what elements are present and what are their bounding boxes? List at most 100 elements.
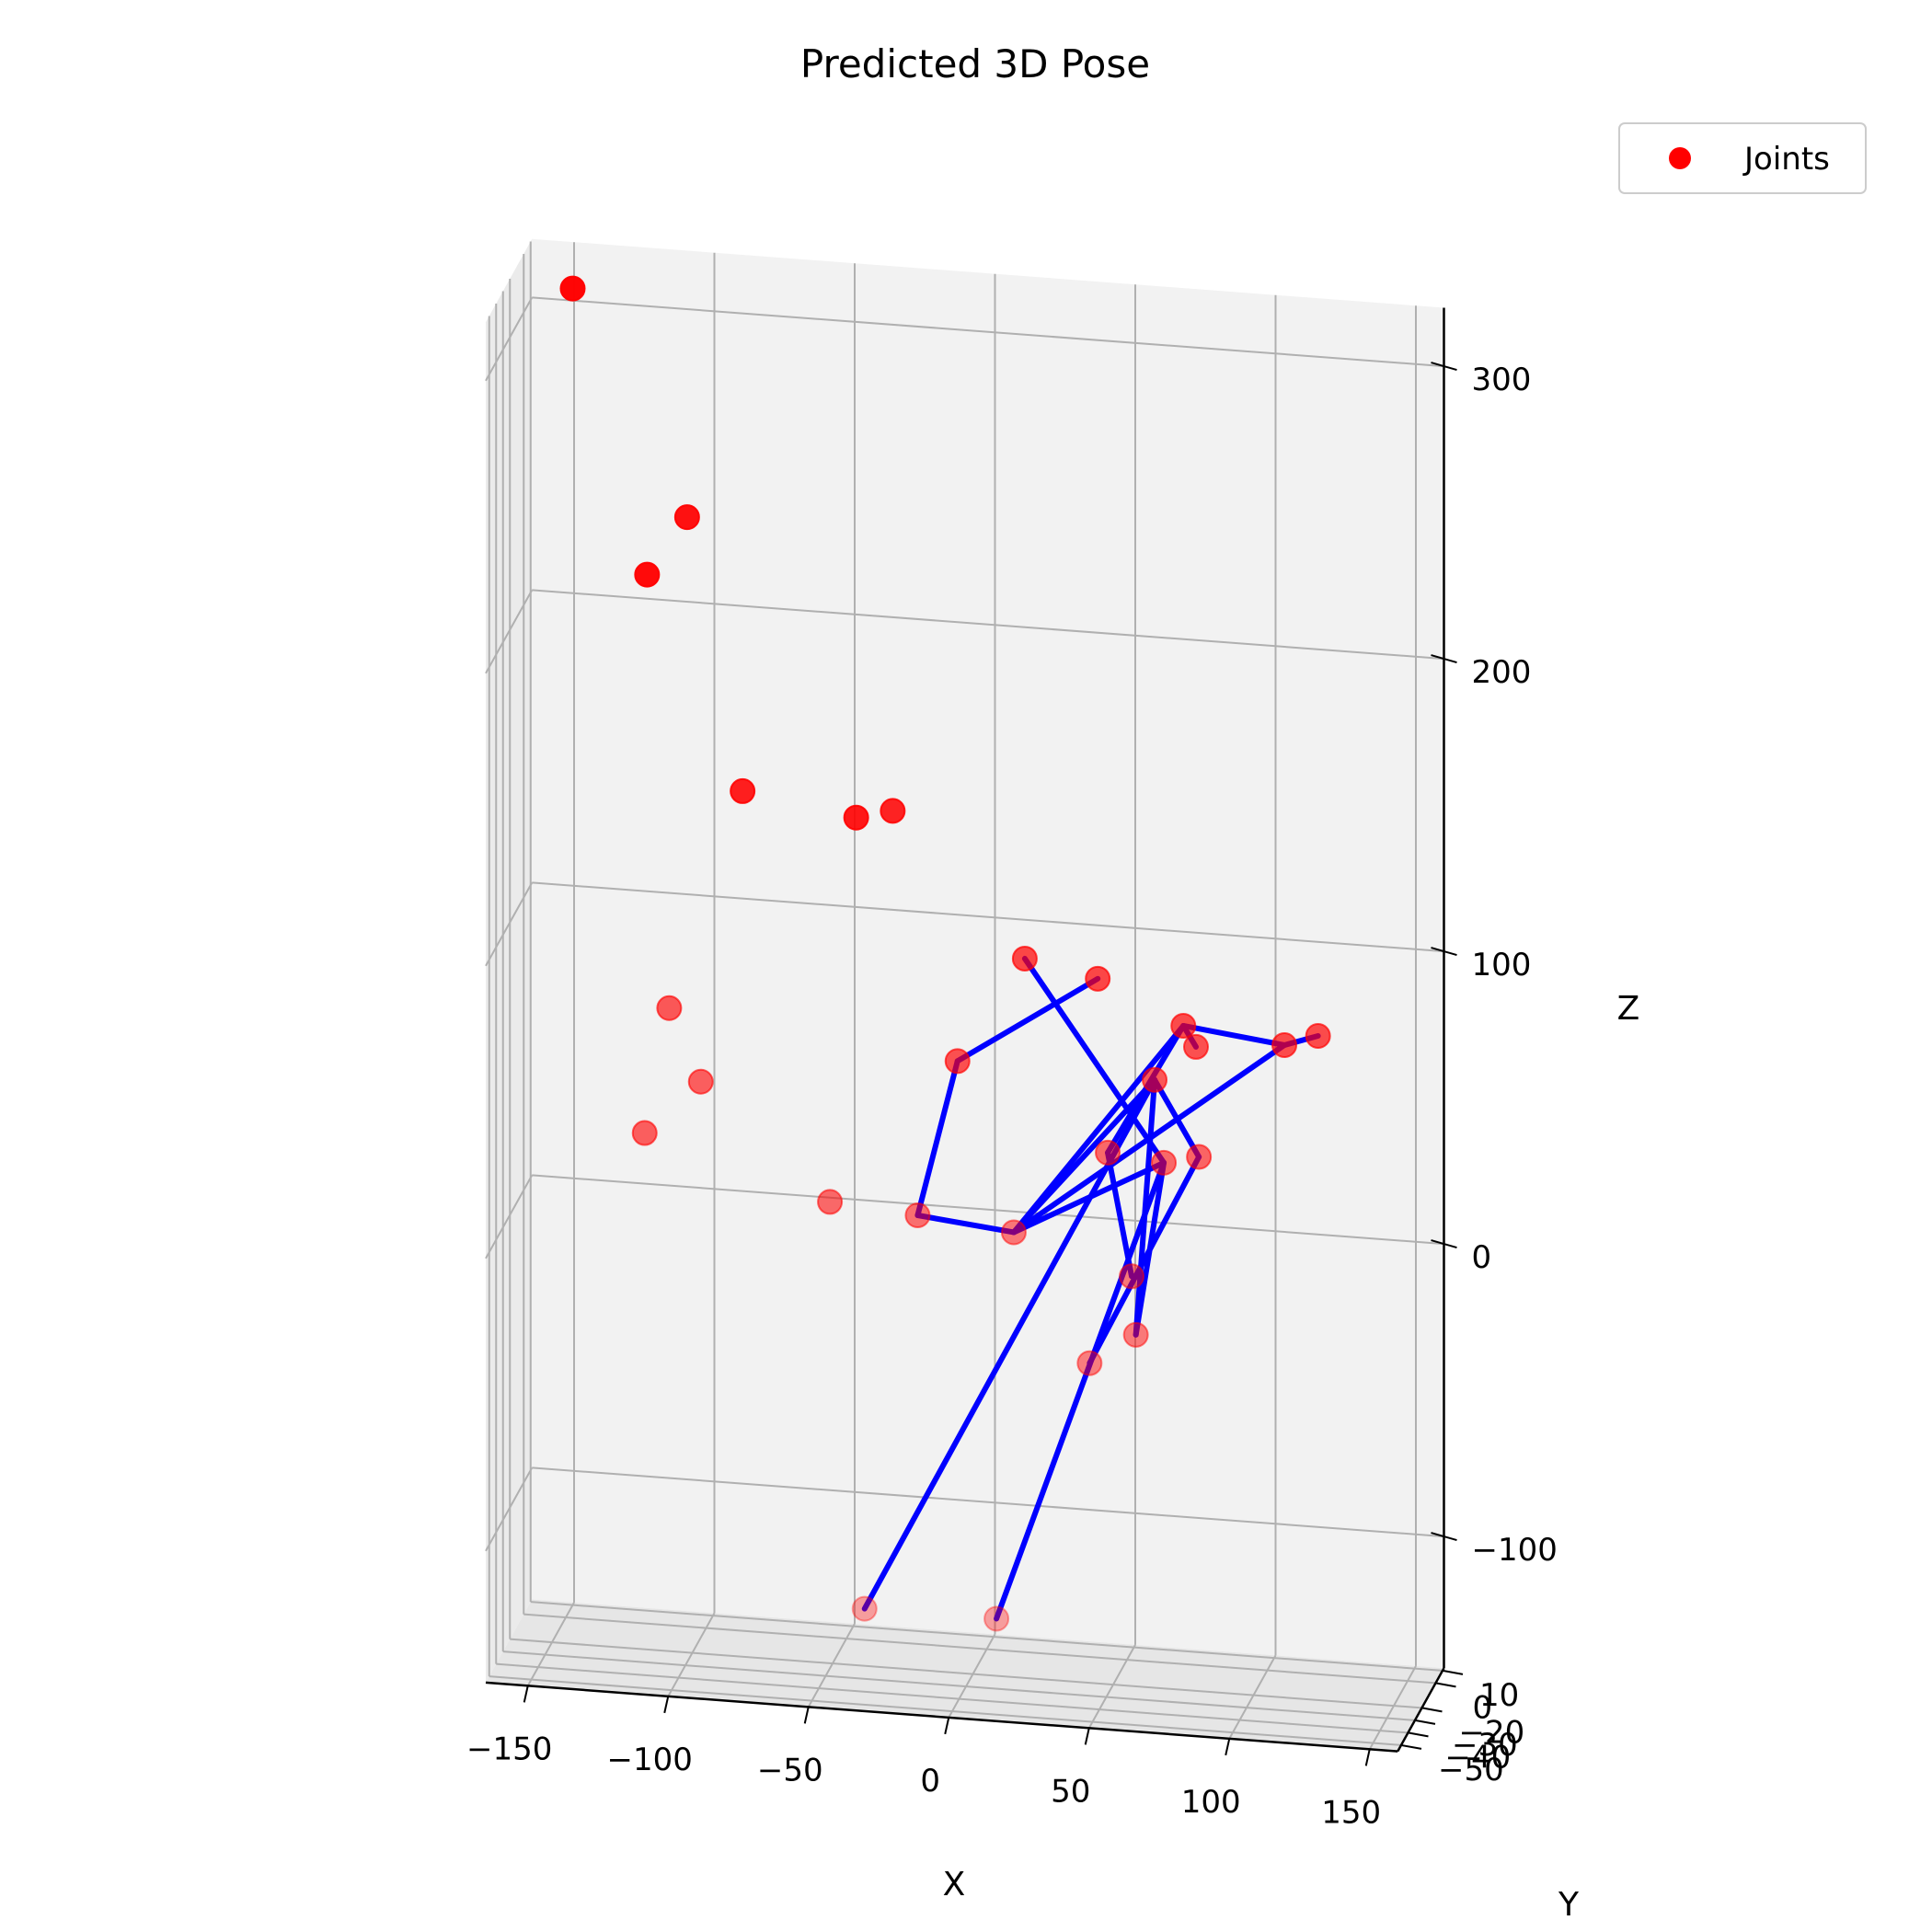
x-tick-label: −50 — [757, 1752, 823, 1788]
axis-lines — [485, 307, 1445, 1753]
legend-label-joints: Joints — [1742, 141, 1830, 178]
z-tick — [1431, 1239, 1457, 1249]
joint-point — [1011, 945, 1038, 972]
grid-line-y-floor — [502, 1650, 1416, 1721]
x-tick — [1225, 1738, 1231, 1756]
grid-line-z-back — [532, 296, 1444, 368]
x-tick-label: 100 — [1181, 1784, 1241, 1821]
joint-point — [1095, 1139, 1121, 1166]
joint-point — [817, 1189, 844, 1215]
y-tick — [1414, 1719, 1436, 1725]
grid-line-x-floor — [667, 1612, 716, 1697]
joint-point — [1183, 1033, 1209, 1060]
grid-line-z-back — [532, 589, 1444, 661]
joint-point — [843, 804, 869, 831]
joint-point — [1119, 1263, 1145, 1290]
z-axis-label: Z — [1617, 990, 1640, 1028]
joint-point — [904, 1202, 931, 1229]
joint-point — [1142, 1066, 1168, 1093]
y-tick — [1442, 1669, 1464, 1675]
joint-point — [1170, 1012, 1197, 1039]
z-tick — [1431, 362, 1457, 372]
joint-point — [730, 777, 756, 804]
x-tick — [523, 1685, 529, 1703]
grid-line-x-floor — [1087, 1644, 1136, 1729]
y-tick-label: −40 — [1445, 1739, 1512, 1776]
legend-marker — [1669, 147, 1691, 169]
joint-point — [673, 504, 700, 531]
joint-point — [1122, 1321, 1149, 1348]
bone-segment — [1105, 1022, 1187, 1156]
grid-line-y-floor — [510, 1638, 1422, 1709]
y-axis-line — [1397, 1667, 1445, 1753]
bone-segment — [1021, 955, 1167, 1166]
grid-line-x-floor — [948, 1633, 996, 1719]
z-tick — [1431, 947, 1457, 957]
joint-point — [1151, 1149, 1178, 1176]
y-tick-label: 0 — [1473, 1689, 1493, 1726]
grid-line-x-floor — [807, 1623, 856, 1708]
skeleton-bones — [861, 955, 1321, 1622]
x-tick — [1084, 1728, 1090, 1745]
grid-line-y-floor — [523, 1613, 1436, 1685]
grid-line-y-floor — [489, 1675, 1402, 1746]
axis-panes — [486, 238, 1444, 1752]
bone-segment — [914, 1213, 1017, 1236]
grid-line-x-floor — [1368, 1665, 1417, 1750]
x-tick — [1364, 1749, 1371, 1766]
chart-title: Predicted 3D Pose — [800, 41, 1150, 86]
bone-segment — [954, 975, 1101, 1064]
side-pane — [486, 238, 533, 1683]
grid-line-z-back — [532, 881, 1444, 953]
joint-point — [634, 561, 661, 588]
joint-point — [656, 995, 683, 1021]
grid-line-y-floor — [496, 1662, 1409, 1734]
y-tick — [1408, 1731, 1429, 1738]
y-tick — [1400, 1743, 1422, 1750]
x-axis-line — [485, 1681, 1398, 1753]
x-tick-label: −100 — [607, 1742, 693, 1778]
joint-point — [1305, 1023, 1331, 1050]
joint-point — [1186, 1144, 1213, 1170]
y-tick — [1421, 1707, 1443, 1713]
tick-marks — [523, 362, 1464, 1766]
grid-line-y-floor — [530, 1601, 1443, 1672]
joint-point — [851, 1595, 878, 1622]
tick-labels: −150 −100 −50 0 50 100 150−50−40−30−20010−1000… — [466, 362, 1558, 1831]
x-axis-label: X — [943, 1866, 966, 1903]
x-tick — [663, 1696, 670, 1714]
joint-point — [1085, 965, 1111, 992]
x-tick-label: 0 — [920, 1763, 940, 1800]
bone-segment — [1087, 1154, 1202, 1366]
x-tick — [803, 1707, 810, 1724]
grid-line-z-back — [532, 1174, 1444, 1246]
floor-pane — [486, 1599, 1444, 1752]
grid-line-x-floor — [1228, 1654, 1277, 1740]
grid-lines — [485, 241, 1444, 1750]
y-tick-label: −30 — [1452, 1727, 1518, 1764]
legend: Joints — [1618, 122, 1867, 194]
joint-point — [1076, 1350, 1103, 1376]
y-tick-label: −50 — [1438, 1752, 1504, 1788]
z-tick-label: 100 — [1472, 947, 1532, 983]
joint-point — [944, 1048, 971, 1075]
bone-segment — [1152, 1076, 1202, 1160]
z-tick — [1431, 654, 1457, 664]
legend-box — [1618, 122, 1867, 194]
joint-point — [1000, 1219, 1027, 1246]
joint-points — [559, 275, 1331, 1632]
joint-point — [983, 1605, 1010, 1632]
z-tick-label: 300 — [1472, 362, 1532, 398]
x-tick-label: 150 — [1321, 1794, 1381, 1831]
bone-segment — [994, 1159, 1167, 1622]
z-tick-label: −100 — [1472, 1532, 1558, 1569]
joint-point — [631, 1120, 658, 1146]
bone-segment — [861, 1076, 1158, 1612]
joint-point — [559, 275, 586, 302]
y-tick-label: −20 — [1459, 1714, 1525, 1751]
z-tick — [1431, 1532, 1457, 1542]
y-tick — [1435, 1682, 1456, 1688]
bone-segment — [1180, 1022, 1288, 1048]
back-pane — [532, 238, 1444, 1669]
